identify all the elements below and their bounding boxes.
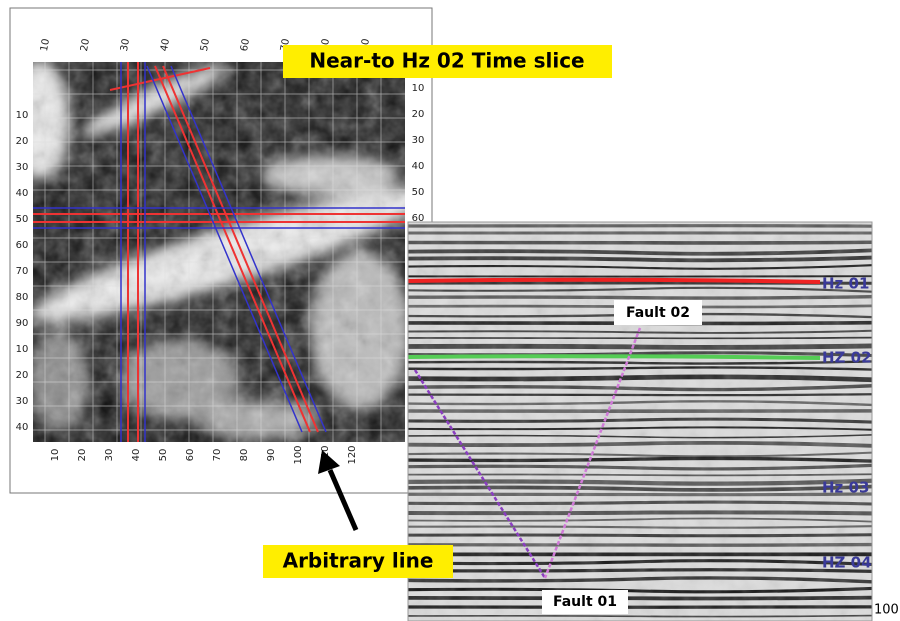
tick-label: 70 bbox=[212, 449, 223, 462]
tick-label: 60 bbox=[239, 38, 252, 52]
tick-label: 80 bbox=[239, 449, 250, 462]
tick-label: 10 bbox=[50, 449, 61, 462]
tick-label: 90 bbox=[266, 449, 277, 462]
tick-label: 30 bbox=[119, 38, 132, 52]
horizon-label: Hz 01 bbox=[822, 275, 869, 293]
tick-label: 60 bbox=[16, 240, 29, 251]
tick-label: 30 bbox=[16, 396, 29, 407]
tick-label: 60 bbox=[412, 213, 425, 224]
arrow-label: Arbitrary line bbox=[283, 549, 434, 573]
tick-label: 60 bbox=[185, 449, 196, 462]
section-frame bbox=[407, 221, 873, 621]
slice-image bbox=[33, 62, 405, 442]
tick-label: 30 bbox=[16, 162, 29, 173]
tick-label: 10 bbox=[16, 110, 29, 121]
tick-label: 50 bbox=[199, 38, 212, 52]
tick-label: 90 bbox=[16, 318, 29, 329]
tick-label: 120 bbox=[347, 445, 358, 464]
tick-label: 40 bbox=[159, 38, 172, 52]
tick-label: 70 bbox=[16, 266, 29, 277]
horizon-label: Hz 03 bbox=[822, 479, 869, 497]
label-box bbox=[263, 545, 453, 578]
tick-label: 20 bbox=[412, 109, 425, 120]
tick-label: 40 bbox=[412, 161, 425, 172]
tick-label: 20 bbox=[16, 136, 29, 147]
fault-label: Fault 01 bbox=[553, 594, 617, 610]
corner-label: 100 bbox=[874, 603, 899, 618]
tick-label: 20 bbox=[77, 449, 88, 462]
section-image bbox=[408, 222, 872, 621]
tick-label: 30 bbox=[104, 449, 115, 462]
tick-label: 50 bbox=[412, 187, 425, 198]
title-box bbox=[283, 45, 612, 78]
tick-label: 100 bbox=[293, 445, 304, 464]
tick-label: 10 bbox=[16, 344, 29, 355]
label-box bbox=[614, 300, 702, 325]
label-box bbox=[542, 590, 628, 614]
tick-label: 10 bbox=[412, 83, 425, 94]
fault-label: Fault 02 bbox=[626, 305, 690, 321]
tick-label: 30 bbox=[412, 135, 425, 146]
tick-label: 40 bbox=[131, 449, 142, 462]
tick-label: 10 bbox=[39, 38, 52, 52]
slice-title: Near-to Hz 02 Time slice bbox=[309, 49, 584, 73]
arrow-head bbox=[318, 450, 340, 474]
horizon-label: HZ 02 bbox=[822, 349, 872, 367]
tick-label: 50 bbox=[158, 449, 169, 462]
tick-label: 20 bbox=[79, 38, 92, 52]
tick-label: 20 bbox=[16, 370, 29, 381]
tick-label: 80 bbox=[16, 292, 29, 303]
tick-label: 40 bbox=[16, 188, 29, 199]
tick-label: 40 bbox=[16, 422, 29, 433]
tick-label: 50 bbox=[16, 214, 29, 225]
arrow bbox=[327, 469, 359, 531]
horizon-label: HZ 04 bbox=[822, 554, 872, 572]
